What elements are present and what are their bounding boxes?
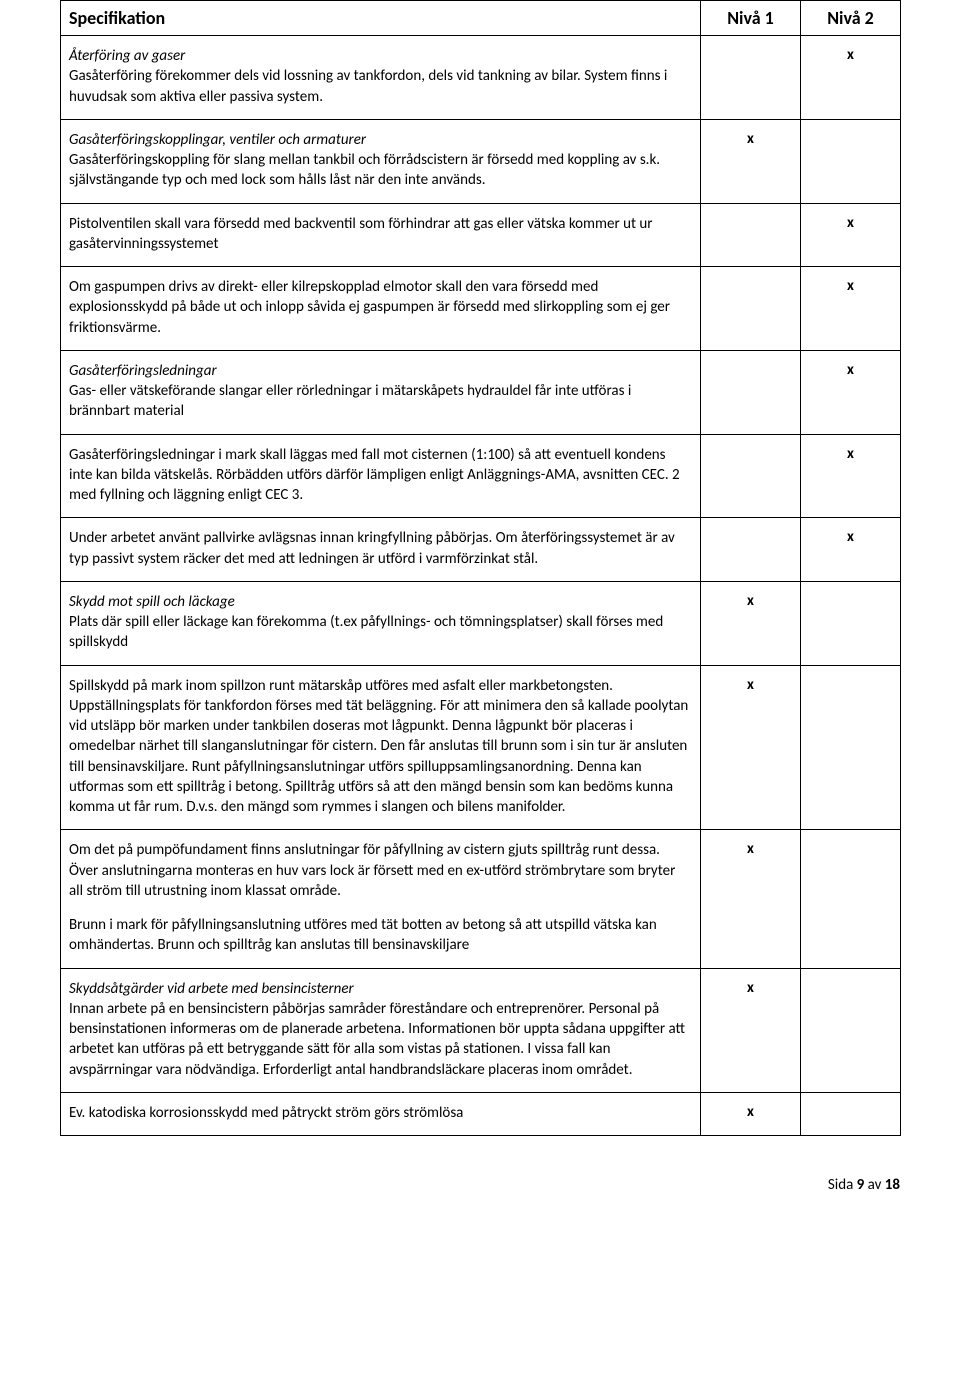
spec-block: Brunn i mark för påfyllningsanslutning u… bbox=[69, 915, 692, 956]
spec-block: Skyddsåtgärder vid arbete med bensincist… bbox=[69, 979, 692, 1080]
spec-block-title: Återföring av gaser bbox=[69, 47, 185, 65]
table-row: Skydd mot spill och läckage Plats där spi… bbox=[61, 581, 901, 665]
col-header-level1: Nivå 1 bbox=[701, 1, 801, 36]
spec-block: Spillskydd på mark inom spillzon runt mä… bbox=[69, 676, 692, 818]
level2-cell bbox=[801, 119, 901, 203]
col-header-spec: Specifikation bbox=[61, 1, 701, 36]
table-row: Gasåterföringsledningar Gas- eller vätske… bbox=[61, 350, 901, 434]
level2-cell bbox=[801, 968, 901, 1092]
spec-cell: Spillskydd på mark inom spillzon runt mä… bbox=[61, 665, 701, 830]
level1-cell: x bbox=[701, 119, 801, 203]
level1-cell: x bbox=[701, 830, 801, 968]
table-row: Återföring av gaser Gasåterföring förekom… bbox=[61, 36, 901, 120]
spec-cell: Om det på pumpöfundament finns anslutnin… bbox=[61, 830, 701, 968]
spec-cell: Gasåterföringsledningar Gas- eller vätske… bbox=[61, 350, 701, 434]
spec-cell: Gasåterföringsledningar i mark skall läg… bbox=[61, 434, 701, 518]
spec-cell: Gasåterföringskopplingar, ventiler och a… bbox=[61, 119, 701, 203]
level1-cell: x bbox=[701, 581, 801, 665]
level1-cell: x bbox=[701, 1092, 801, 1135]
spec-block-body: Om det på pumpöfundament finns anslutnin… bbox=[69, 841, 675, 900]
level2-cell bbox=[801, 665, 901, 830]
level2-cell: x bbox=[801, 434, 901, 518]
level2-cell: x bbox=[801, 267, 901, 351]
table-row: Gasåterföringskopplingar, ventiler och a… bbox=[61, 119, 901, 203]
level1-cell bbox=[701, 350, 801, 434]
spec-block-title: Skyddsåtgärder vid arbete med bensincist… bbox=[69, 980, 354, 998]
level1-cell bbox=[701, 36, 801, 120]
spec-block-title: Gasåterföringskopplingar, ventiler och a… bbox=[69, 131, 366, 149]
spec-block: Återföring av gaser Gasåterföring förekom… bbox=[69, 46, 692, 107]
spec-cell: Återföring av gaser Gasåterföring förekom… bbox=[61, 36, 701, 120]
level2-cell: x bbox=[801, 518, 901, 582]
specification-table: Specifikation Nivå 1 Nivå 2 Återföring a… bbox=[60, 0, 901, 1136]
level1-cell: x bbox=[701, 665, 801, 830]
level2-cell bbox=[801, 1092, 901, 1135]
spec-cell: Ev. katodiska korrosionsskydd med påtryc… bbox=[61, 1092, 701, 1135]
level2-cell bbox=[801, 830, 901, 968]
spec-cell: Under arbetet använt pallvirke avlägsnas… bbox=[61, 518, 701, 582]
level1-cell bbox=[701, 203, 801, 267]
spec-cell: Skydd mot spill och läckage Plats där spi… bbox=[61, 581, 701, 665]
spec-block: Gasåterföringsledningar Gas- eller vätske… bbox=[69, 361, 692, 422]
spec-block-body: Om gaspumpen drivs av direkt- eller kilr… bbox=[69, 278, 670, 337]
footer-mid: av bbox=[864, 1176, 885, 1194]
level2-cell: x bbox=[801, 350, 901, 434]
page-footer: Sida 9 av 18 bbox=[60, 1136, 900, 1194]
table-row: Gasåterföringsledningar i mark skall läg… bbox=[61, 434, 901, 518]
level1-cell bbox=[701, 267, 801, 351]
spec-block-body: Pistolventilen skall vara försedd med ba… bbox=[69, 215, 653, 253]
table-row: Ev. katodiska korrosionsskydd med påtryc… bbox=[61, 1092, 901, 1135]
spec-block-body: Under arbetet använt pallvirke avlägsnas… bbox=[69, 529, 675, 567]
level2-cell: x bbox=[801, 203, 901, 267]
table-row: Om det på pumpöfundament finns anslutnin… bbox=[61, 830, 901, 968]
footer-total-pages: 18 bbox=[885, 1176, 900, 1194]
spec-block: Om gaspumpen drivs av direkt- eller kilr… bbox=[69, 277, 692, 338]
table-row: Spillskydd på mark inom spillzon runt mä… bbox=[61, 665, 901, 830]
table-row: Pistolventilen skall vara försedd med ba… bbox=[61, 203, 901, 267]
spec-block-body: Plats där spill eller läckage kan föreko… bbox=[69, 613, 663, 651]
level1-cell bbox=[701, 434, 801, 518]
spec-cell: Om gaspumpen drivs av direkt- eller kilr… bbox=[61, 267, 701, 351]
spec-block-body: Brunn i mark för påfyllningsanslutning u… bbox=[69, 916, 657, 954]
spec-block-body: Gasåterföring förekommer dels vid lossni… bbox=[69, 67, 667, 105]
spec-cell: Skyddsåtgärder vid arbete med bensincist… bbox=[61, 968, 701, 1092]
spec-block: Under arbetet använt pallvirke avlägsnas… bbox=[69, 528, 692, 569]
spec-block: Gasåterföringskopplingar, ventiler och a… bbox=[69, 130, 692, 191]
spec-block: Pistolventilen skall vara försedd med ba… bbox=[69, 214, 692, 255]
level1-cell: x bbox=[701, 968, 801, 1092]
col-header-level2: Nivå 2 bbox=[801, 1, 901, 36]
spec-block-body: Gasåterföringskoppling för slang mellan … bbox=[69, 151, 660, 189]
spec-block: Ev. katodiska korrosionsskydd med påtryc… bbox=[69, 1103, 692, 1123]
level2-cell: x bbox=[801, 36, 901, 120]
level2-cell bbox=[801, 581, 901, 665]
level1-cell bbox=[701, 518, 801, 582]
table-row: Skyddsåtgärder vid arbete med bensincist… bbox=[61, 968, 901, 1092]
spec-block: Skydd mot spill och läckage Plats där spi… bbox=[69, 592, 692, 653]
document-page: Specifikation Nivå 1 Nivå 2 Återföring a… bbox=[0, 0, 960, 1234]
spec-block-title: Skydd mot spill och läckage bbox=[69, 593, 235, 611]
table-row: Under arbetet använt pallvirke avlägsnas… bbox=[61, 518, 901, 582]
table-header-row: Specifikation Nivå 1 Nivå 2 bbox=[61, 1, 901, 36]
spec-cell: Pistolventilen skall vara försedd med ba… bbox=[61, 203, 701, 267]
spec-block-body: Innan arbete på en bensincistern påbörja… bbox=[69, 1000, 685, 1079]
spec-block-body: Spillskydd på mark inom spillzon runt mä… bbox=[69, 677, 688, 817]
spec-block: Gasåterföringsledningar i mark skall läg… bbox=[69, 445, 692, 506]
table-body: Återföring av gaser Gasåterföring förekom… bbox=[61, 36, 901, 1136]
spec-block-title: Gasåterföringsledningar bbox=[69, 362, 217, 380]
table-row: Om gaspumpen drivs av direkt- eller kilr… bbox=[61, 267, 901, 351]
spec-block: Om det på pumpöfundament finns anslutnin… bbox=[69, 840, 692, 901]
spec-block-body: Ev. katodiska korrosionsskydd med påtryc… bbox=[69, 1104, 463, 1122]
spec-block-body: Gas- eller vätskeförande slangar eller r… bbox=[69, 382, 631, 420]
footer-prefix: Sida bbox=[828, 1176, 857, 1194]
spec-block-body: Gasåterföringsledningar i mark skall läg… bbox=[69, 446, 680, 505]
